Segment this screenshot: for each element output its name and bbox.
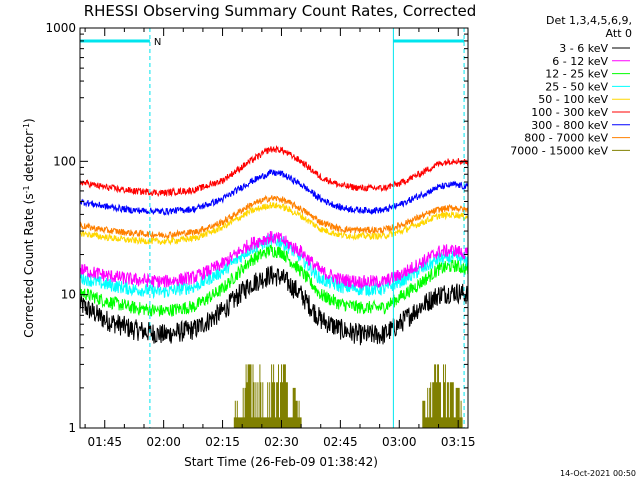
- x-tick-label-3: 02:30: [264, 435, 299, 449]
- olive-burst-1: [422, 364, 463, 428]
- chart-title: RHESSI Observing Summary Count Rates, Co…: [84, 2, 477, 20]
- y-tick-label-2: 100: [53, 154, 76, 168]
- series-5-line: [79, 144, 469, 198]
- x-tick-label-6: 03:15: [441, 435, 476, 449]
- series-6-line: [79, 169, 469, 217]
- legend-label-2: 12 - 25 keV: [545, 68, 608, 81]
- top-bar-label-0: N: [154, 37, 161, 48]
- series-7-line: [79, 194, 469, 240]
- legend-label-5: 100 - 300 keV: [531, 106, 608, 119]
- x-tick-label-1: 02:00: [146, 435, 181, 449]
- axis-ticks: 1 10 100 1000 01:45 02:00 02:15 02:30 02:45 03:00…: [45, 21, 475, 449]
- legend-label-8: 7000 - 15000 keV: [510, 144, 608, 157]
- legend-label-0: 3 - 6 keV: [559, 42, 608, 55]
- legend-label-4: 50 - 100 keV: [538, 93, 608, 106]
- series-2-line: [79, 244, 469, 317]
- x-tick-label-4: 02:45: [323, 435, 358, 449]
- y-tick-label-0: 1: [68, 421, 76, 435]
- series-4-line: [79, 202, 469, 246]
- x-tick-label-0: 01:45: [87, 435, 122, 449]
- x-axis-label: Start Time (26-Feb-09 01:38:42): [184, 455, 378, 469]
- legend-label-7: 800 - 7000 keV: [524, 132, 608, 145]
- olive-burst-0: [233, 364, 302, 428]
- legend-label-3: 25 - 50 keV: [545, 80, 608, 93]
- y-tick-label-1: 10: [61, 288, 76, 302]
- x-tick-label-2: 02:15: [205, 435, 240, 449]
- legend-label-1: 6 - 12 keV: [552, 55, 608, 68]
- x-tick-label-5: 03:00: [382, 435, 417, 449]
- traces: [79, 144, 469, 428]
- y-tick-label-3: 1000: [45, 21, 76, 35]
- legend-header-1: Det 1,3,4,5,6,9,: [546, 14, 632, 27]
- legend-label-6: 300 - 800 keV: [531, 119, 608, 132]
- plot-frame: [79, 27, 469, 429]
- y-axis-label: Corrected Count Rate (s-1 detector-1): [22, 118, 37, 337]
- timestamp: 14-Oct-2021 00:50: [560, 469, 636, 478]
- legend-header-2: Att 0: [606, 27, 632, 40]
- series-0-line: [79, 265, 469, 346]
- series-1-line: [79, 230, 469, 290]
